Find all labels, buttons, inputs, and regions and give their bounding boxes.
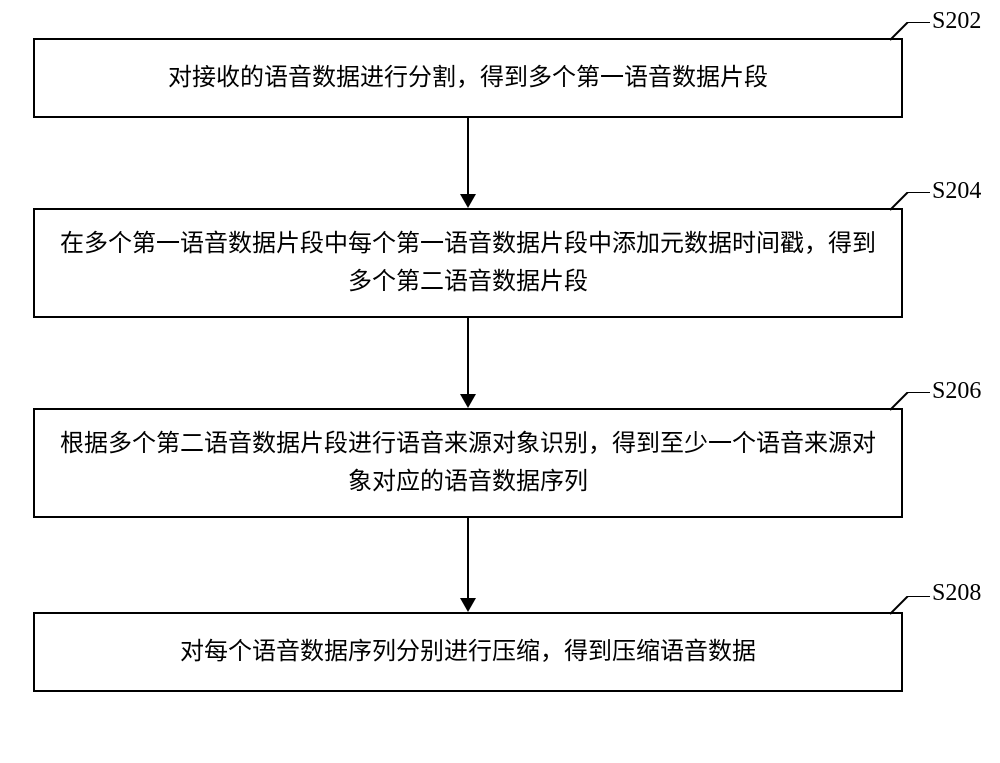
step-label-s208: S208 xyxy=(932,580,981,607)
connector-s206-s208 xyxy=(467,518,469,600)
step-box-s202: 对接收的语音数据进行分割，得到多个第一语音数据片段 xyxy=(33,38,903,118)
step-label-s202: S202 xyxy=(932,8,981,35)
leader-line-s208 xyxy=(890,596,932,616)
leader-line-s202 xyxy=(890,22,932,42)
leader-line-s204 xyxy=(890,192,932,212)
arrow-down-icon xyxy=(460,394,476,408)
step-box-s204: 在多个第一语音数据片段中每个第一语音数据片段中添加元数据时间戳，得到多个第二语音… xyxy=(33,208,903,318)
arrow-down-icon xyxy=(460,598,476,612)
flowchart-canvas: 对接收的语音数据进行分割，得到多个第一语音数据片段 S202 在多个第一语音数据片段… xyxy=(0,0,1000,763)
step-label-s204: S204 xyxy=(932,178,981,205)
connector-s204-s206 xyxy=(467,318,469,396)
step-text: 对每个语音数据序列分别进行压缩，得到压缩语音数据 xyxy=(180,633,756,671)
step-text: 在多个第一语音数据片段中每个第一语音数据片段中添加元数据时间戳，得到多个第二语音… xyxy=(55,225,881,302)
connector-s202-s204 xyxy=(467,118,469,196)
arrow-down-icon xyxy=(460,194,476,208)
step-text: 对接收的语音数据进行分割，得到多个第一语音数据片段 xyxy=(168,59,768,97)
leader-line-s206 xyxy=(890,392,932,412)
step-text: 根据多个第二语音数据片段进行语音来源对象识别，得到至少一个语音来源对象对应的语音… xyxy=(55,425,881,502)
step-box-s206: 根据多个第二语音数据片段进行语音来源对象识别，得到至少一个语音来源对象对应的语音… xyxy=(33,408,903,518)
step-label-s206: S206 xyxy=(932,378,981,405)
step-box-s208: 对每个语音数据序列分别进行压缩，得到压缩语音数据 xyxy=(33,612,903,692)
